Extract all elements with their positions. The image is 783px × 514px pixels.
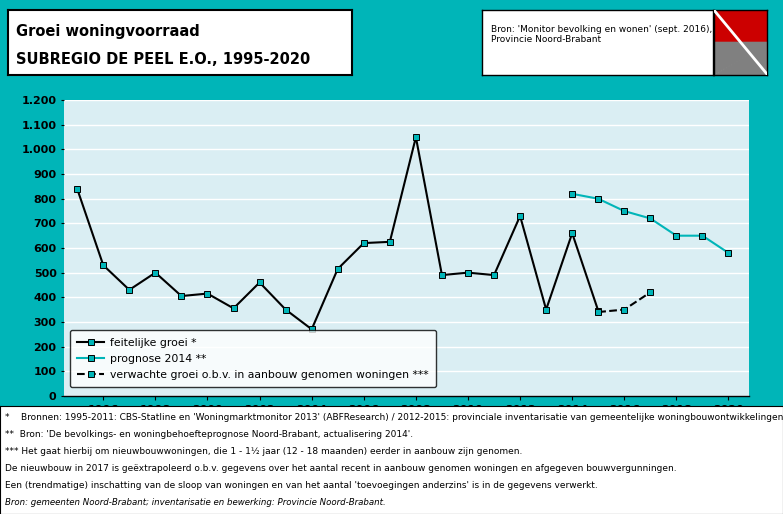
- Text: Groei woningvoorraad: Groei woningvoorraad: [16, 24, 200, 40]
- Text: **  Bron: 'De bevolkings- en woningbehoefteprognose Noord-Brabant, actualisering: ** Bron: 'De bevolkings- en woningbehoef…: [5, 430, 413, 438]
- Polygon shape: [714, 10, 767, 43]
- Legend: feitelijke groei *, prognose 2014 **, verwachte groei o.b.v. in aanbouw genomen : feitelijke groei *, prognose 2014 **, ve…: [70, 331, 436, 388]
- Polygon shape: [714, 10, 767, 43]
- Text: *    Bronnen: 1995-2011: CBS-Statline en 'Woningmarktmonitor 2013' (ABFResearch): * Bronnen: 1995-2011: CBS-Statline en 'W…: [5, 413, 783, 421]
- Text: *** Het gaat hierbij om nieuwbouwwoningen, die 1 - 1½ jaar (12 - 18 maanden) eer: *** Het gaat hierbij om nieuwbouwwoninge…: [5, 447, 523, 455]
- Polygon shape: [714, 43, 767, 75]
- Text: SUBREGIO DE PEEL E.O., 1995-2020: SUBREGIO DE PEEL E.O., 1995-2020: [16, 52, 311, 67]
- Text: Bron: gemeenten Noord-Brabant; inventarisatie en bewerking: Provincie Noord-Brab: Bron: gemeenten Noord-Brabant; inventari…: [5, 498, 386, 507]
- Text: De nieuwbouw in 2017 is geëxtrapoleerd o.b.v. gegevens over het aantal recent in: De nieuwbouw in 2017 is geëxtrapoleerd o…: [5, 464, 677, 473]
- Text: Een (trendmatige) inschatting van de sloop van woningen en van het aantal 'toevo: Een (trendmatige) inschatting van de slo…: [5, 481, 598, 490]
- Polygon shape: [714, 43, 767, 75]
- Text: Bron: 'Monitor bevolking en wonen' (sept. 2016),
Provincie Noord-Brabant: Bron: 'Monitor bevolking en wonen' (sept…: [491, 25, 712, 44]
